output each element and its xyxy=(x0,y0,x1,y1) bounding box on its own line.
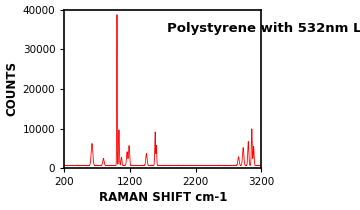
Y-axis label: COUNTS: COUNTS xyxy=(5,61,19,116)
Text: Polystyrene with 532nm Laser: Polystyrene with 532nm Laser xyxy=(167,22,360,35)
X-axis label: RAMAN SHIFT cm-1: RAMAN SHIFT cm-1 xyxy=(99,192,227,205)
